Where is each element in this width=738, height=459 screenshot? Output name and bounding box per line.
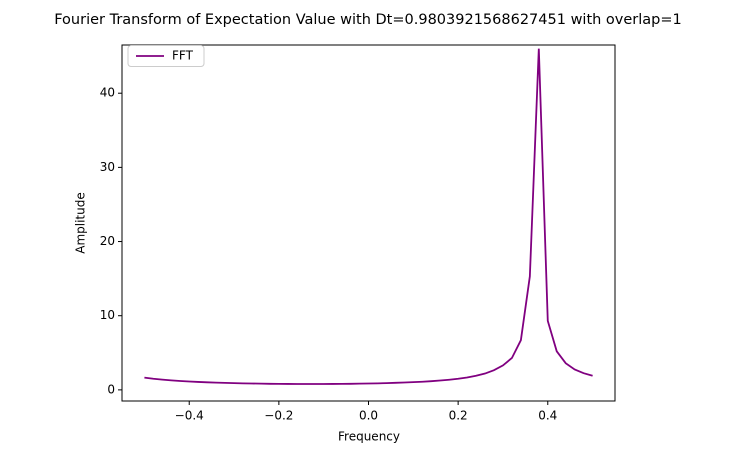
line-series xyxy=(144,48,593,385)
y-tick-label: 0 xyxy=(107,382,115,396)
y-tick-label: 20 xyxy=(100,234,115,248)
x-tick-label: −0.4 xyxy=(175,409,204,423)
y-tick-label: 40 xyxy=(100,86,115,100)
legend-label: FFT xyxy=(172,49,194,63)
chart-title: Fourier Transform of Expectation Value w… xyxy=(54,12,682,28)
x-tick-label: 0.0 xyxy=(359,409,378,423)
x-axis-label: Frequency xyxy=(338,430,400,444)
y-axis-label: Amplitude xyxy=(74,192,88,254)
plot-frame xyxy=(121,44,616,402)
x-tick-label: 0.4 xyxy=(538,409,557,423)
y-tick-label: 30 xyxy=(100,160,115,174)
y-tick-label: 10 xyxy=(100,308,115,322)
legend-box xyxy=(127,45,205,67)
x-tick-label: 0.2 xyxy=(449,409,468,423)
x-tick-label: −0.2 xyxy=(264,409,293,423)
